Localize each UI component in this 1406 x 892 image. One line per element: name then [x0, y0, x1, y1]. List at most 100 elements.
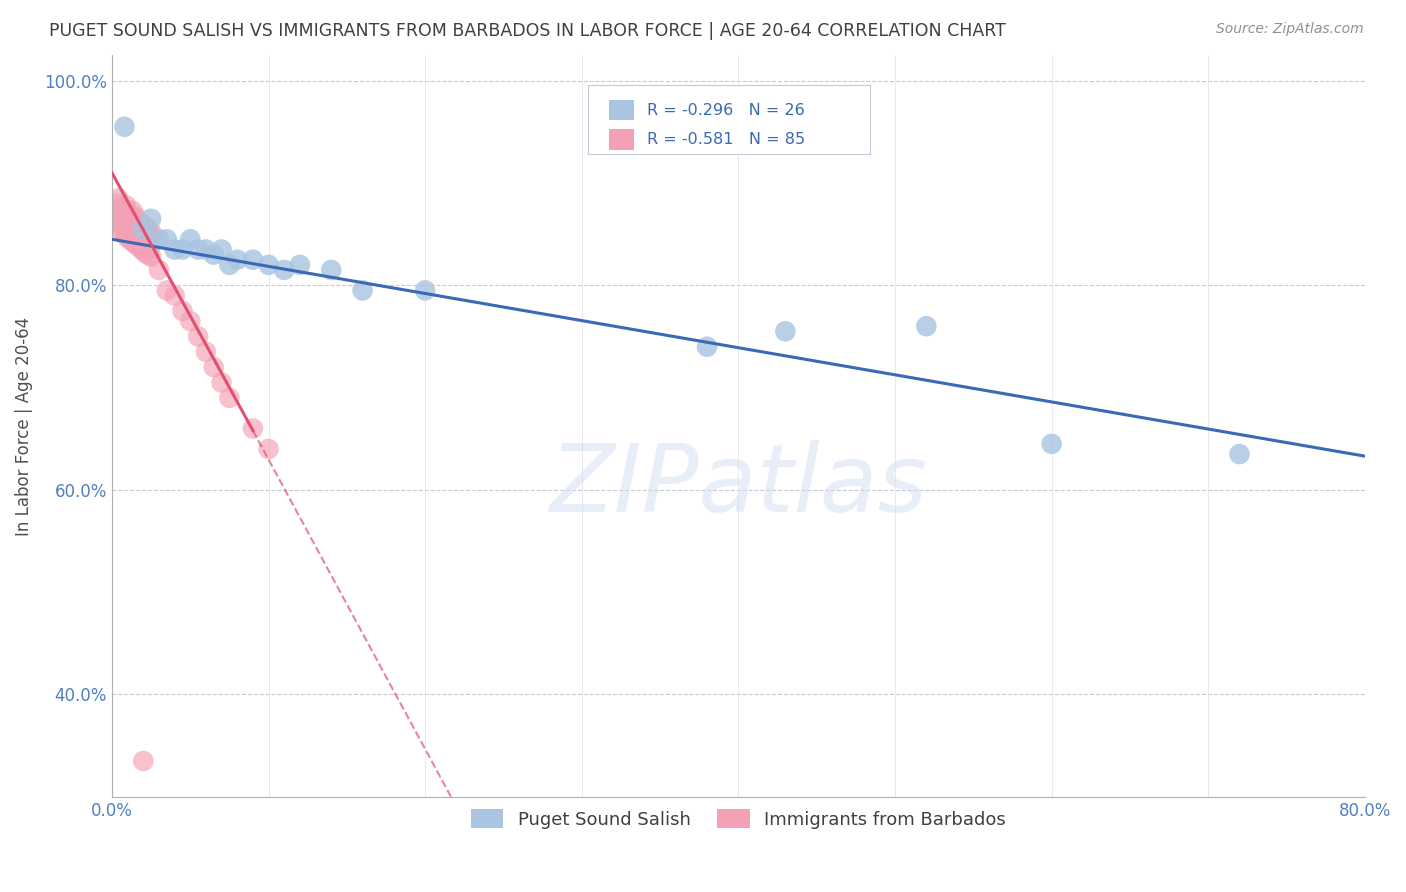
Point — [110, 207, 132, 221]
Point — [131, 217, 153, 231]
Point — [187, 329, 209, 343]
Point — [156, 232, 179, 246]
Point — [1229, 447, 1251, 461]
Point — [105, 203, 128, 218]
Point — [148, 263, 170, 277]
Point — [128, 222, 150, 236]
Point — [172, 304, 194, 318]
Point — [114, 207, 136, 221]
Point — [125, 232, 148, 246]
Point — [121, 235, 143, 249]
Point — [696, 340, 718, 354]
Point — [128, 239, 150, 253]
Point — [134, 245, 156, 260]
Point — [110, 214, 132, 228]
Point — [775, 324, 797, 338]
Point — [131, 243, 153, 257]
Point — [107, 211, 129, 226]
Point — [194, 243, 217, 257]
Point — [132, 754, 155, 768]
Point — [135, 227, 157, 242]
Point — [257, 442, 280, 456]
Point — [105, 207, 128, 221]
Point — [163, 288, 186, 302]
Point — [120, 222, 142, 236]
FancyBboxPatch shape — [588, 85, 870, 153]
Point — [163, 243, 186, 257]
Point — [136, 222, 159, 236]
Point — [352, 284, 374, 298]
Point — [134, 227, 156, 242]
Point — [138, 229, 160, 244]
Point — [132, 224, 155, 238]
Point — [128, 214, 150, 228]
Point — [288, 258, 311, 272]
Point — [124, 210, 146, 224]
Point — [202, 360, 225, 375]
Point — [111, 225, 134, 239]
Point — [107, 215, 129, 229]
Point — [135, 235, 157, 249]
Point — [125, 227, 148, 242]
Point — [136, 247, 159, 261]
Point — [132, 222, 155, 236]
Y-axis label: In Labor Force | Age 20-64: In Labor Force | Age 20-64 — [15, 317, 32, 535]
Point — [321, 263, 343, 277]
Point — [122, 225, 145, 239]
Point — [218, 258, 240, 272]
Point — [122, 229, 145, 244]
Point — [242, 421, 264, 435]
Point — [1040, 437, 1063, 451]
Point — [218, 391, 240, 405]
Point — [211, 243, 233, 257]
Point — [139, 232, 162, 246]
Point — [114, 217, 136, 231]
Text: ZIPatlas: ZIPatlas — [550, 440, 928, 531]
Point — [114, 219, 136, 234]
Point — [117, 224, 139, 238]
Point — [110, 217, 132, 231]
Point — [257, 258, 280, 272]
Point — [139, 250, 162, 264]
Point — [136, 229, 159, 244]
Point — [172, 243, 194, 257]
Text: PUGET SOUND SALISH VS IMMIGRANTS FROM BARBADOS IN LABOR FORCE | AGE 20-64 CORREL: PUGET SOUND SALISH VS IMMIGRANTS FROM BA… — [49, 22, 1007, 40]
Legend: Puget Sound Salish, Immigrants from Barbados: Puget Sound Salish, Immigrants from Barb… — [464, 802, 1014, 836]
Point — [211, 376, 233, 390]
Point — [115, 198, 138, 212]
Text: R = -0.296   N = 26: R = -0.296 N = 26 — [647, 103, 804, 118]
Point — [118, 215, 141, 229]
Point — [187, 243, 209, 257]
Point — [194, 344, 217, 359]
Point — [118, 211, 141, 226]
Point — [242, 252, 264, 267]
Point — [115, 229, 138, 244]
Point — [121, 203, 143, 218]
Point — [179, 232, 201, 246]
Point — [129, 230, 152, 244]
Point — [138, 237, 160, 252]
Point — [115, 211, 138, 226]
Point — [179, 314, 201, 328]
Point — [120, 209, 142, 223]
FancyBboxPatch shape — [609, 129, 634, 150]
Point — [108, 207, 131, 221]
Point — [138, 243, 160, 257]
Point — [122, 215, 145, 229]
Point — [132, 237, 155, 252]
Point — [132, 232, 155, 246]
Point — [107, 191, 129, 205]
Point — [105, 196, 128, 211]
Point — [117, 204, 139, 219]
Point — [915, 319, 938, 334]
Text: Source: ZipAtlas.com: Source: ZipAtlas.com — [1216, 22, 1364, 37]
Point — [156, 284, 179, 298]
Point — [131, 225, 153, 239]
Point — [226, 252, 249, 267]
Point — [125, 219, 148, 233]
Point — [135, 240, 157, 254]
Point — [273, 263, 295, 277]
Point — [129, 235, 152, 249]
Point — [124, 219, 146, 234]
Point — [139, 211, 162, 226]
